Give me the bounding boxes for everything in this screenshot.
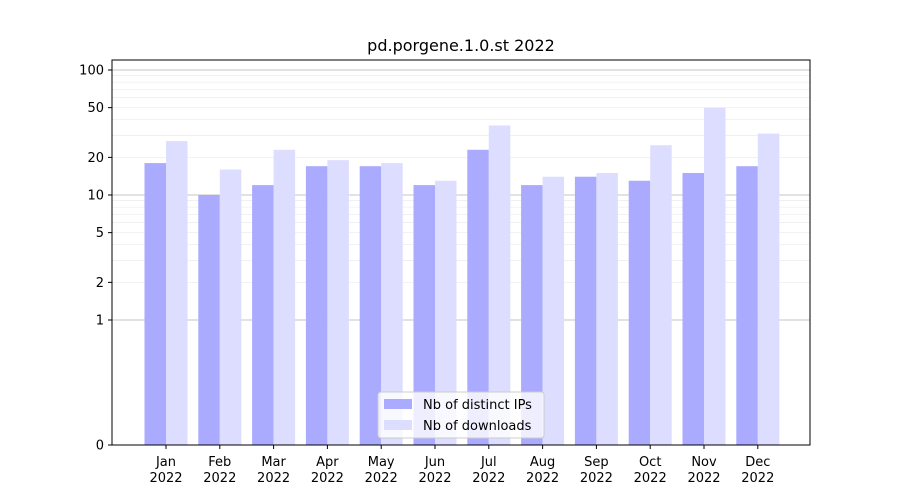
x-tick-label-year: 2022 bbox=[472, 471, 505, 486]
x-tick-label-year: 2022 bbox=[526, 471, 559, 486]
x-axis: Jan2022Feb2022Mar2022Apr2022May2022Jun20… bbox=[149, 445, 774, 486]
bar-downloads bbox=[273, 149, 296, 445]
x-tick-label-month: Jan bbox=[155, 455, 176, 470]
bar-distinct-ips bbox=[413, 185, 435, 445]
x-tick-label-month: Jun bbox=[424, 455, 445, 470]
y-tick-label: 100 bbox=[79, 64, 104, 79]
bar-distinct-ips bbox=[198, 195, 220, 445]
x-tick-label-month: Oct bbox=[639, 455, 661, 470]
x-tick-label-year: 2022 bbox=[418, 471, 451, 486]
x-tick-label-year: 2022 bbox=[257, 471, 290, 486]
bar-downloads bbox=[596, 172, 618, 445]
x-tick-label-month: Apr bbox=[316, 455, 339, 470]
x-tick-label-year: 2022 bbox=[365, 471, 398, 486]
bar-distinct-ips bbox=[305, 166, 328, 445]
bar-distinct-ips bbox=[359, 166, 382, 445]
x-tick-label-year: 2022 bbox=[634, 471, 667, 486]
plot-frame bbox=[111, 59, 811, 446]
y-tick-label: 10 bbox=[87, 189, 104, 204]
bar-downloads bbox=[166, 141, 188, 445]
x-tick-label-month: May bbox=[368, 455, 395, 470]
y-tick-label: 2 bbox=[96, 276, 104, 291]
x-tick-label-month: Sep bbox=[584, 455, 609, 470]
x-tick-label-month: Nov bbox=[691, 455, 717, 470]
legend-box bbox=[377, 391, 545, 439]
legend-swatch-distinct-ips bbox=[384, 399, 412, 409]
x-tick-label-year: 2022 bbox=[741, 471, 774, 486]
bar-downloads bbox=[757, 133, 780, 446]
y-tick-label: 50 bbox=[87, 101, 104, 116]
chart-title: pd.porgene.1.0.st 2022 bbox=[367, 36, 555, 55]
bar-downloads bbox=[542, 176, 565, 445]
y-tick-label: 0 bbox=[96, 439, 104, 454]
y-tick-label: 5 bbox=[96, 226, 104, 241]
x-tick-label-year: 2022 bbox=[149, 471, 182, 486]
x-tick-label-month: Feb bbox=[208, 455, 231, 470]
legend-label-distinct-ips: Nb of distinct IPs bbox=[423, 398, 532, 413]
bar-distinct-ips bbox=[682, 172, 704, 445]
bar-downloads bbox=[435, 180, 457, 445]
bar-downloads bbox=[219, 169, 242, 446]
y-axis: 0 1 2 5 10 20 50 100 bbox=[79, 64, 112, 454]
bar-distinct-ips bbox=[252, 185, 274, 445]
bar-downloads bbox=[704, 107, 726, 445]
legend-label-downloads: Nb of downloads bbox=[423, 419, 532, 434]
bar-distinct-ips bbox=[467, 149, 489, 445]
legend-swatch-downloads bbox=[384, 420, 412, 430]
bar-downloads bbox=[488, 125, 511, 445]
bars bbox=[144, 107, 780, 446]
x-tick-label-month: Dec bbox=[745, 455, 770, 470]
x-tick-label-month: Aug bbox=[530, 455, 555, 470]
bar-distinct-ips bbox=[521, 185, 543, 445]
x-tick-label-year: 2022 bbox=[311, 471, 344, 486]
bar-distinct-ips bbox=[574, 176, 597, 445]
bar-distinct-ips bbox=[628, 180, 651, 445]
bar-downloads bbox=[650, 145, 672, 445]
bar-downloads bbox=[381, 163, 403, 445]
x-tick-label-month: Jul bbox=[480, 455, 497, 470]
bar-distinct-ips bbox=[144, 163, 166, 445]
bar-distinct-ips bbox=[736, 166, 758, 445]
legend: Nb of distinct IPs Nb of downloads bbox=[377, 391, 545, 439]
bar-downloads bbox=[327, 160, 349, 445]
x-tick-label-year: 2022 bbox=[580, 471, 613, 486]
x-tick-label-year: 2022 bbox=[203, 471, 236, 486]
y-tick-label: 1 bbox=[96, 314, 104, 329]
x-tick-label-month: Mar bbox=[261, 455, 286, 470]
x-tick-label-year: 2022 bbox=[687, 471, 720, 486]
y-tick-label: 20 bbox=[87, 151, 104, 166]
